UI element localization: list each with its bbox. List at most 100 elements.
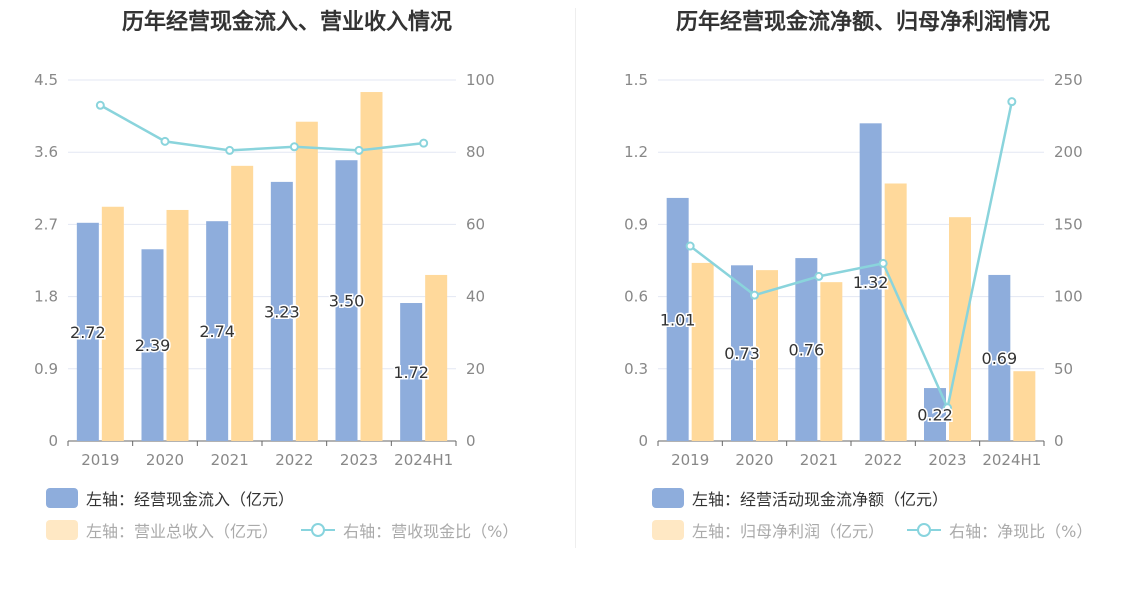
- legend-item-series-2[interactable]: 左轴：归母净利润（亿元）: [652, 518, 884, 542]
- x-axis-tick-label: 2022: [275, 451, 313, 469]
- legend-item-series-2[interactable]: 左轴：营业总收入（亿元）: [46, 518, 278, 542]
- right-axis-tick-label: 250: [1054, 71, 1083, 89]
- bar-series-1: [400, 303, 423, 441]
- left-axis-tick-label: 0.9: [624, 215, 648, 233]
- chart-title: 历年经营现金流净额、归母净利润情况: [675, 10, 1050, 35]
- bar-series-1: [76, 222, 99, 441]
- bar-series-1: [666, 197, 689, 441]
- left-axis-tick-label: 2.7: [34, 215, 58, 233]
- chart-plot: 0 0.9 1.8 2.7 3.6 4.5 0 20 40 60 80 100 2019 2020 2021…: [34, 71, 495, 469]
- bar-series-2: [425, 274, 448, 441]
- legend-label: 左轴：营业总收入（亿元）: [86, 522, 279, 541]
- right-axis-tick-label: 0: [466, 432, 476, 450]
- bar-data-label: 3.50: [329, 292, 365, 311]
- chart-panel-2: 历年经营现金流净额、归母净利润情况 0 0.3 0.6 0.9 1.2 1.5 0 50 100…: [576, 0, 1148, 560]
- legend-item-series-1[interactable]: 左轴：经营活动现金流净额（亿元）: [652, 486, 948, 510]
- legend-label: 左轴：经营现金流入（亿元）: [86, 490, 295, 509]
- bar-series-2: [820, 282, 843, 441]
- bar-series-1: [731, 265, 753, 441]
- bar-series-2: [360, 92, 383, 442]
- bar-series-2: [756, 270, 778, 441]
- chart-panel-1: 历年经营现金流入、营业收入情况 0 0.9 1.8 2.7 3.6 4.5 0 20 40 60 8…: [0, 0, 574, 560]
- legend-swatch: [652, 488, 684, 508]
- line-point: [354, 145, 364, 155]
- left-axis-tick-label: 0.9: [34, 360, 58, 378]
- left-axis-tick-label: 1.2: [624, 143, 648, 161]
- legend-swatch: [46, 488, 78, 508]
- bar-data-label: 0.73: [724, 344, 760, 363]
- x-axis-tick-label: 2021: [800, 451, 838, 469]
- left-axis-tick-label: 1.8: [34, 288, 58, 306]
- bar-series-1: [141, 249, 164, 441]
- bar-data-label: 1.32: [853, 273, 889, 292]
- bar-series-1: [335, 160, 358, 441]
- legend-line-icon: [907, 520, 942, 540]
- left-axis-tick-label: 4.5: [34, 71, 58, 89]
- x-axis-tick-label: 2021: [211, 451, 249, 469]
- x-axis-tick-label: 2023: [928, 451, 966, 469]
- bar-data-label: 2.39: [135, 336, 171, 355]
- bar-series-2: [101, 206, 124, 441]
- legend-row-2: 左轴：归母净利润（亿元） 右轴：净现比（%）: [652, 518, 1110, 544]
- bar-data-label: 1.72: [393, 363, 429, 382]
- line-point: [943, 403, 952, 413]
- legend-item-series-1[interactable]: 左轴：经营现金流入（亿元）: [46, 486, 294, 510]
- chart-title: 历年经营现金流入、营业收入情况: [121, 10, 452, 35]
- legend-row-2: 左轴：营业总收入（亿元） 右轴：营收现金比（%）: [46, 518, 536, 544]
- bar-data-label: 0.76: [789, 341, 825, 360]
- bar-series-1: [270, 181, 293, 442]
- x-axis-tick-label: 2024H1: [394, 451, 453, 469]
- legend-label: 右轴：营收现金比（%）: [343, 522, 519, 541]
- right-axis-tick-label: 150: [1054, 215, 1083, 233]
- x-axis-tick-label: 2024H1: [982, 451, 1041, 469]
- bar-series-2: [884, 183, 907, 441]
- line-point: [225, 145, 235, 155]
- bar-series-2: [166, 209, 189, 441]
- bar-data-label: 2.72: [70, 323, 106, 342]
- bar-series-2: [231, 165, 254, 442]
- right-axis-tick-label: 100: [466, 71, 495, 89]
- bar-data-label: 0.22: [917, 406, 953, 425]
- left-axis-tick-label: 0.3: [624, 360, 648, 378]
- x-axis-tick-label: 2022: [864, 451, 902, 469]
- right-axis-tick-label: 20: [466, 360, 485, 378]
- line-series: [99, 104, 424, 152]
- right-axis-tick-label: 0: [1054, 432, 1064, 450]
- line-point: [1007, 97, 1017, 107]
- line-series: [689, 101, 1014, 412]
- bar-series-2: [691, 262, 714, 441]
- bar-data-label: 0.69: [982, 349, 1018, 368]
- line-point: [289, 142, 299, 152]
- legend-item-series-3[interactable]: 右轴：营收现金比（%）: [301, 518, 518, 542]
- chart-plot: 0 0.3 0.6 0.9 1.2 1.5 0 50 100 150 200 250 2019 2020 2…: [624, 71, 1083, 469]
- right-axis-tick-label: 60: [466, 215, 485, 233]
- left-axis-tick-label: 0: [638, 432, 648, 450]
- bar-series-2: [295, 121, 318, 442]
- legend-swatch: [652, 520, 684, 540]
- left-axis-tick-label: 1.5: [624, 71, 648, 89]
- x-axis-tick-label: 2020: [735, 451, 773, 469]
- bar-series-1: [859, 123, 882, 441]
- legend-row-1: 左轴：经营活动现金流净额（亿元）: [652, 486, 966, 512]
- bar-series-2: [949, 217, 971, 441]
- bar-data-label: 2.74: [199, 322, 235, 341]
- legend-line-icon: [301, 520, 336, 540]
- legend-label: 左轴：经营活动现金流净额（亿元）: [692, 490, 949, 509]
- bar-series-1: [988, 274, 1011, 441]
- bar-data-label: 1.01: [660, 310, 696, 329]
- legend-label: 右轴：净现比（%）: [949, 522, 1093, 541]
- x-axis-tick-label: 2019: [81, 451, 119, 469]
- x-axis-tick-label: 2023: [340, 451, 378, 469]
- panel-divider: [575, 8, 576, 548]
- legend-label: 左轴：归母净利润（亿元）: [692, 522, 885, 541]
- legend-item-series-3[interactable]: 右轴：净现比（%）: [907, 518, 1092, 542]
- line-point: [750, 290, 759, 300]
- bar-series-1: [924, 388, 946, 441]
- bar-series-1: [795, 258, 818, 441]
- line-point: [160, 136, 170, 146]
- x-axis-tick-label: 2020: [146, 451, 184, 469]
- right-axis-tick-label: 40: [466, 288, 485, 306]
- legend-swatch: [46, 520, 78, 540]
- right-axis-tick-label: 200: [1054, 143, 1083, 161]
- right-axis-tick-label: 80: [466, 143, 485, 161]
